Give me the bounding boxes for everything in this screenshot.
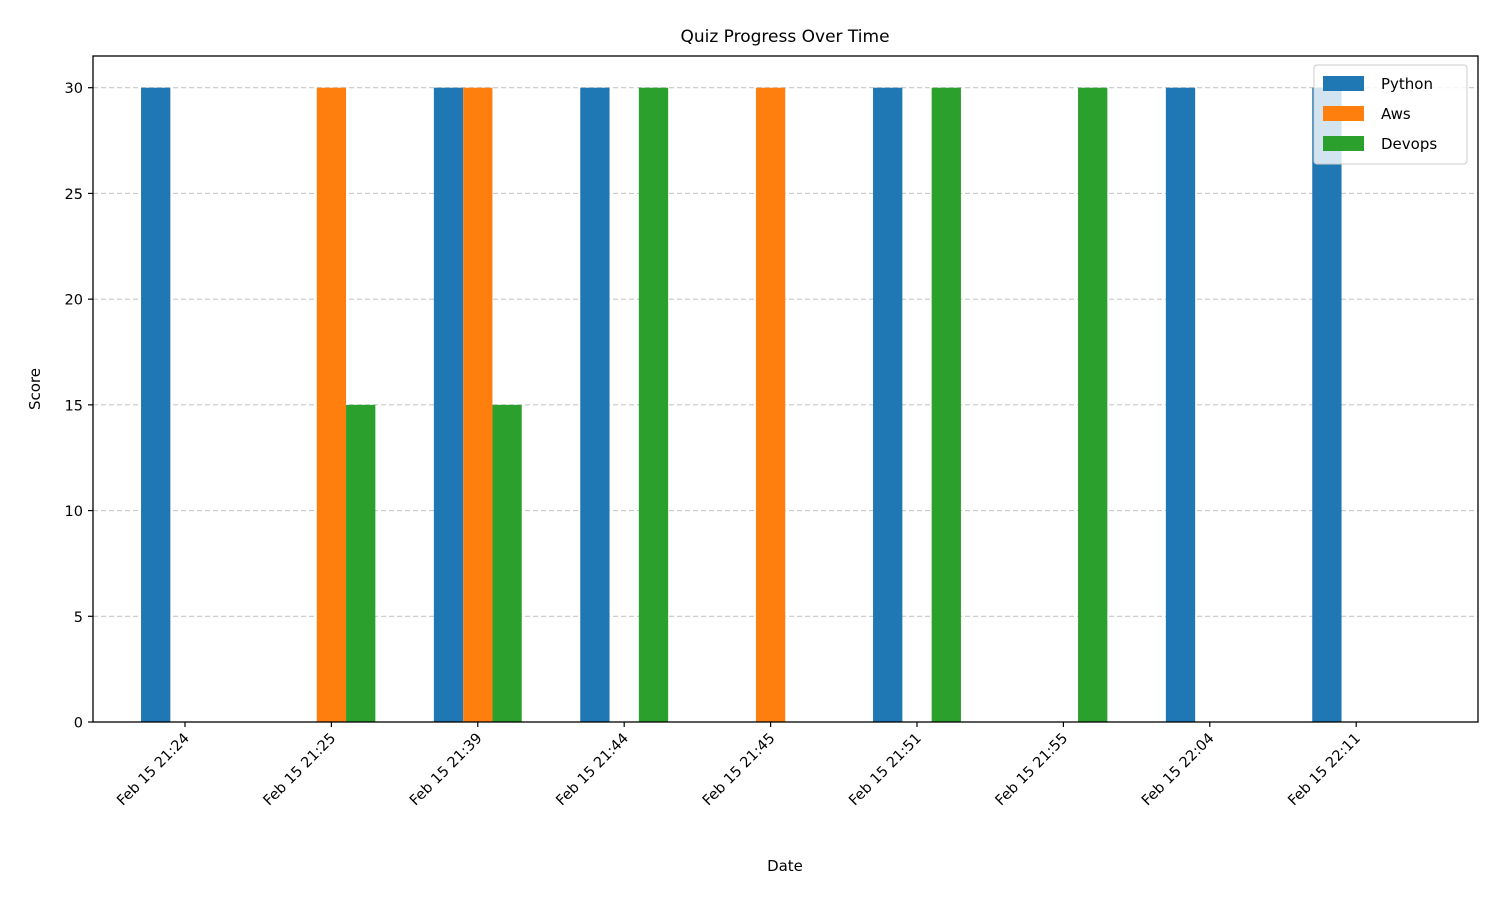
bar-devops-1 <box>346 404 376 722</box>
x-tick-label: Feb 15 21:45 <box>700 731 779 810</box>
x-axis-label: Date <box>767 857 803 875</box>
x-axis: Feb 15 21:24 Feb 15 21:25 Feb 15 21:39 Feb … <box>114 722 1364 809</box>
legend-label-python: Python <box>1381 75 1433 93</box>
bar-aws-1 <box>316 87 347 722</box>
chart-title: Quiz Progress Over Time <box>680 27 889 47</box>
bar-python-7 <box>1165 87 1196 722</box>
x-tick-label: Feb 15 21:24 <box>114 731 193 810</box>
y-axis: 0 5 10 15 20 25 30 <box>65 81 93 732</box>
grid-lines <box>93 87 1478 723</box>
x-tick-label: Feb 15 21:25 <box>261 731 340 810</box>
y-tick-label: 15 <box>65 398 83 414</box>
bars <box>141 87 1342 722</box>
y-tick-label: 0 <box>74 716 83 732</box>
x-tick-label: Feb 15 21:55 <box>993 731 1072 810</box>
x-tick-label: Feb 15 22:11 <box>1285 731 1364 810</box>
legend: Python Aws Devops <box>1313 64 1468 165</box>
bar-devops-5 <box>931 87 961 722</box>
x-tick-label: Feb 15 21:51 <box>846 731 925 810</box>
legend-swatch-aws <box>1323 106 1364 121</box>
x-tick-label: Feb 15 21:39 <box>407 731 486 810</box>
legend-swatch-devops <box>1323 136 1364 151</box>
bar-python-0 <box>141 87 171 722</box>
y-tick-label: 30 <box>65 81 83 97</box>
bar-python-2 <box>433 87 464 722</box>
bar-aws-2 <box>463 87 493 722</box>
bar-devops-6 <box>1078 87 1108 722</box>
legend-swatch-python <box>1323 76 1364 91</box>
y-tick-label: 20 <box>65 293 83 309</box>
y-axis-label: Score <box>26 368 44 410</box>
bar-python-3 <box>580 87 610 722</box>
x-tick-label: Feb 15 22:04 <box>1139 731 1218 810</box>
bar-devops-3 <box>638 87 669 722</box>
legend-label-devops: Devops <box>1381 135 1437 153</box>
plot-frame <box>92 55 1479 723</box>
bar-python-8 <box>1312 87 1342 722</box>
bar-devops-2 <box>492 404 522 722</box>
y-tick-label: 5 <box>74 610 83 626</box>
y-tick-label: 25 <box>65 187 83 203</box>
bar-python-5 <box>873 87 903 722</box>
y-tick-label: 10 <box>65 504 83 520</box>
legend-label-aws: Aws <box>1381 105 1411 123</box>
x-tick-label: Feb 15 21:44 <box>553 731 632 810</box>
bar-aws-4 <box>755 87 786 722</box>
